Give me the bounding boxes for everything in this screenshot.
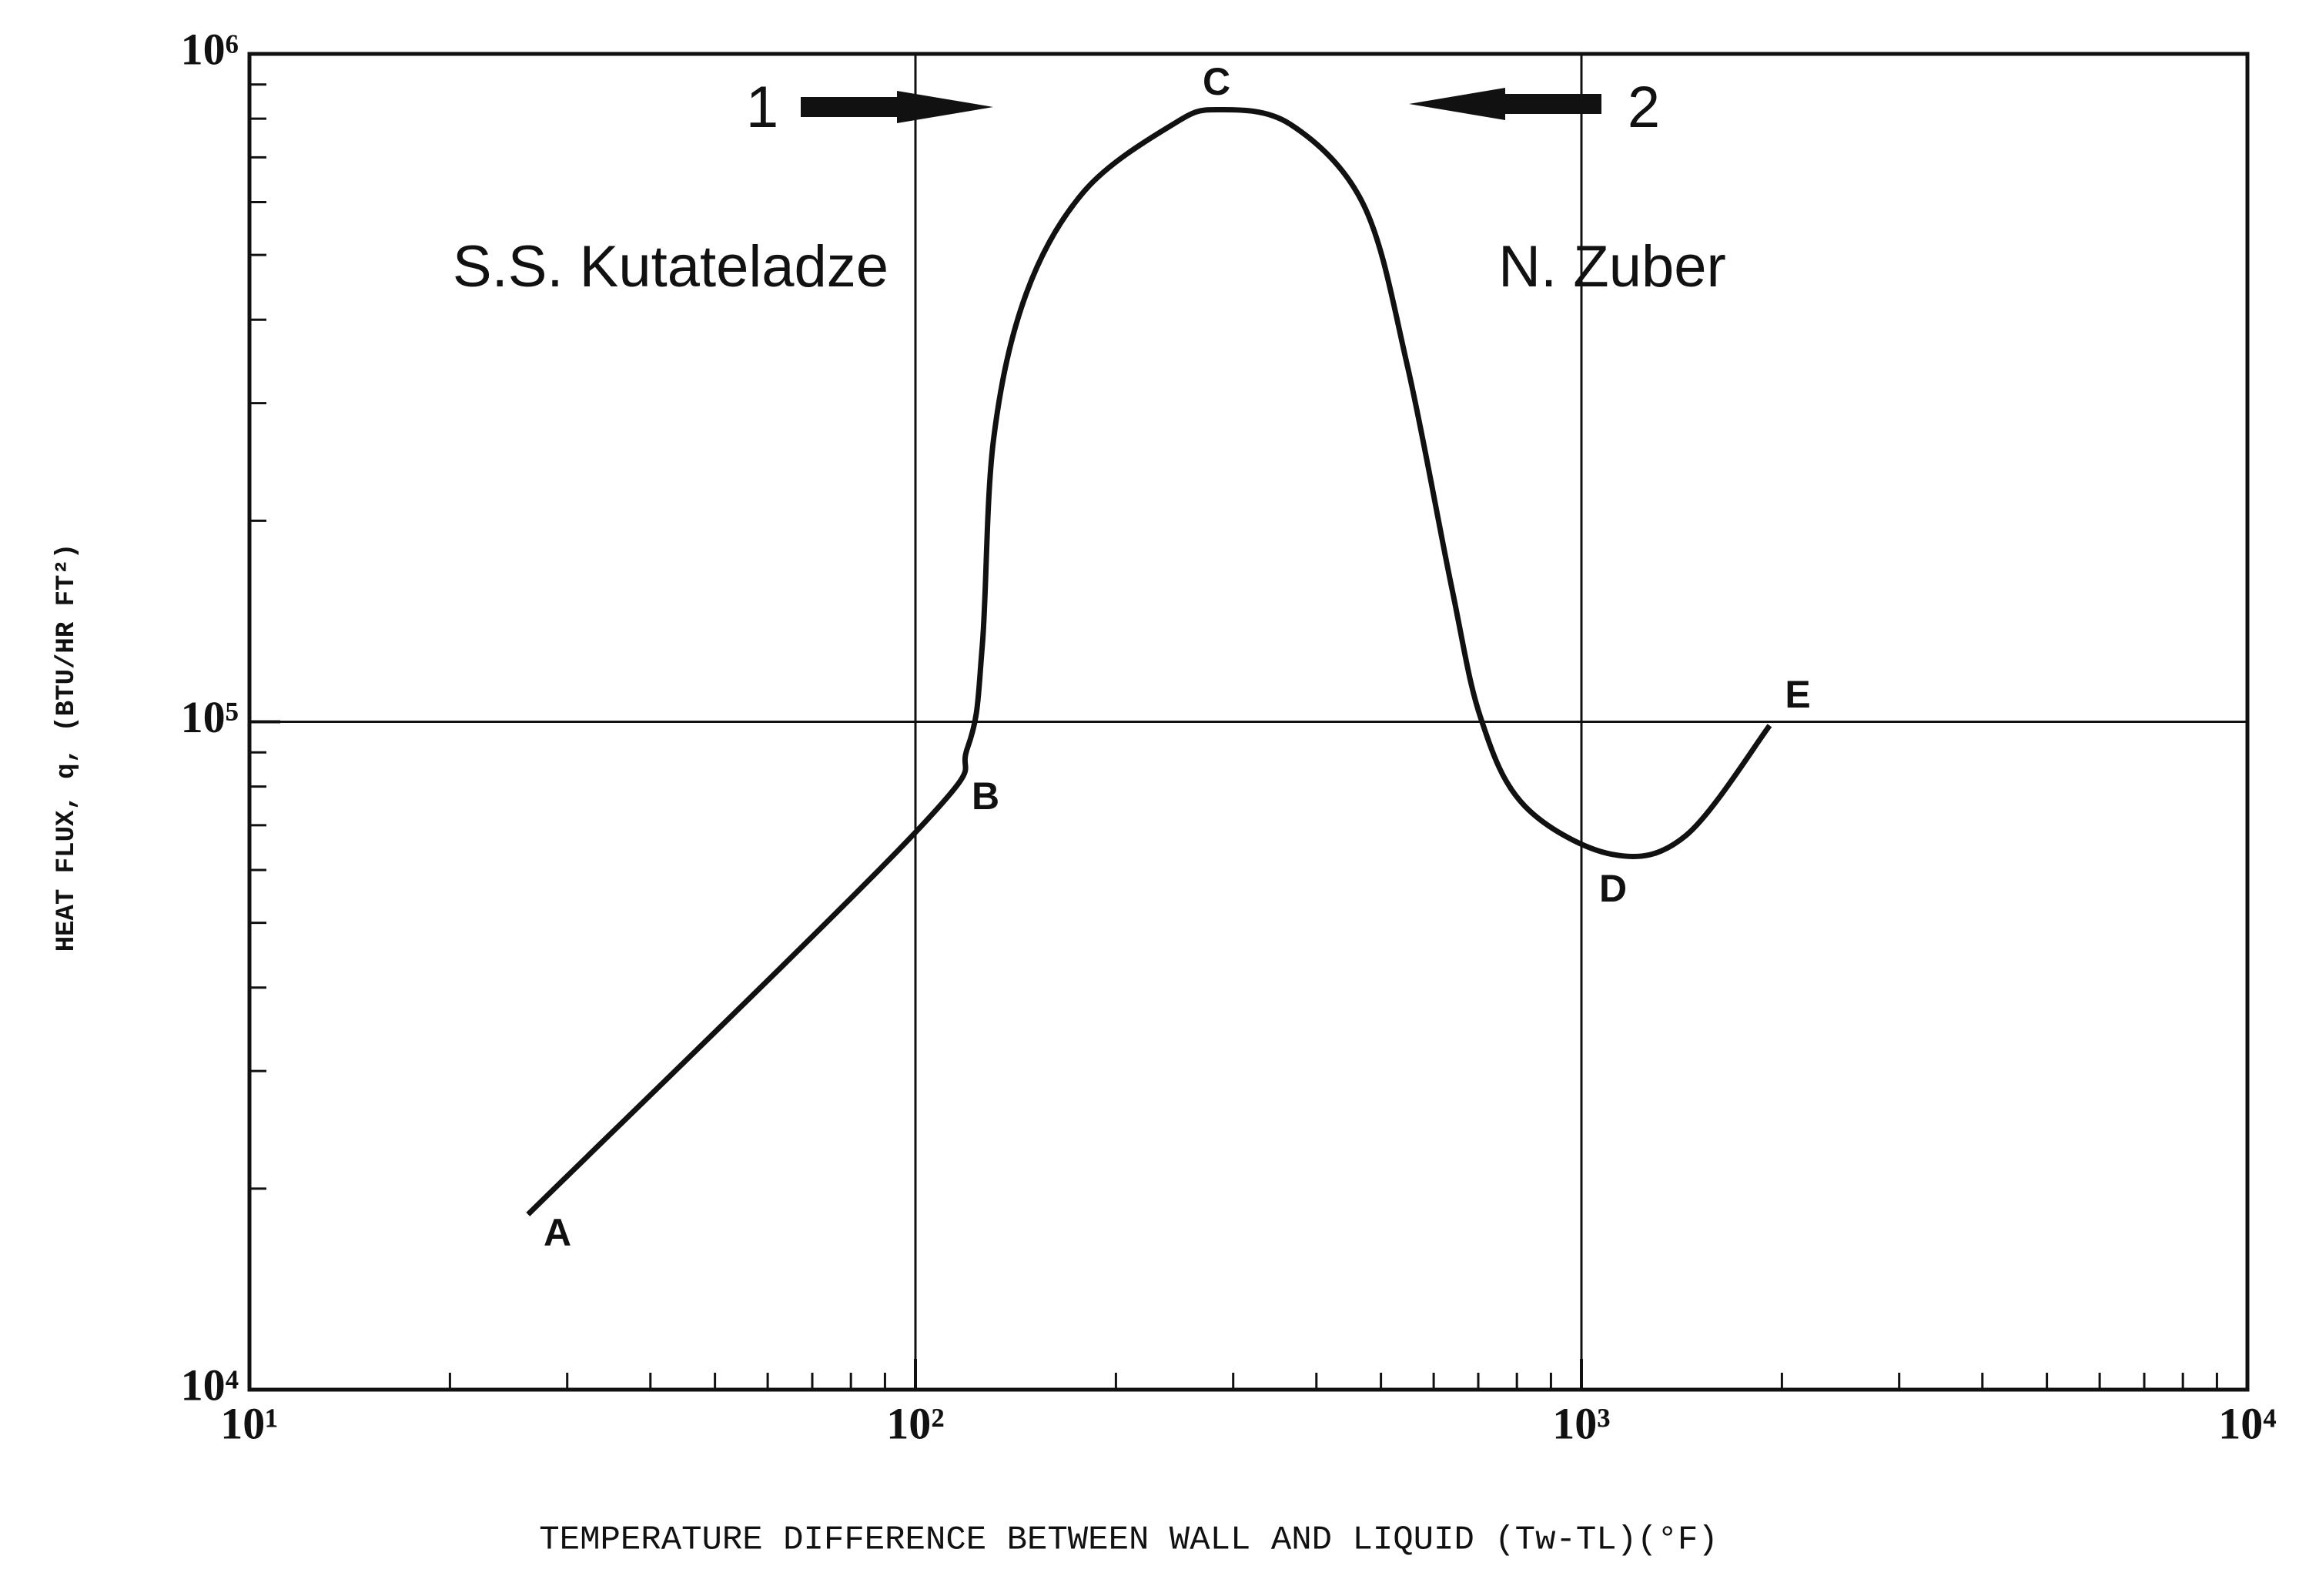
- arrow-label: 2: [1628, 75, 1660, 140]
- x-tick-label: 10⁴: [2218, 1398, 2276, 1448]
- y-tick-label: 10⁴: [181, 1360, 239, 1410]
- arrow-shaft: [1501, 94, 1601, 114]
- arrow-head: [897, 91, 993, 123]
- point-label: D: [1599, 867, 1627, 910]
- y-tick-label: 10⁵: [181, 692, 239, 742]
- arrow-label: 1: [746, 75, 778, 140]
- x-tick-label: 10¹: [220, 1398, 278, 1448]
- x-axis-label: TEMPERATURE DIFFERENCE BETWEEN WALL AND …: [539, 1521, 1718, 1560]
- x-tick-label: 10²: [886, 1398, 944, 1448]
- y-tick-label: 10⁶: [181, 24, 239, 74]
- point-label: B: [972, 775, 999, 818]
- arrow-1: [801, 91, 993, 123]
- point-label: A: [544, 1211, 571, 1254]
- y-axis-label: HEAT FLUX, q, (BTU/HR FT²): [52, 544, 82, 952]
- x-tick-label: 10³: [1552, 1398, 1610, 1448]
- arrow-head: [1409, 88, 1505, 120]
- point-label: E: [1785, 673, 1810, 716]
- boiling-curve: [526, 106, 1772, 1216]
- arrow-shaft: [801, 97, 901, 117]
- author-label: S.S. Kutateladze: [453, 234, 888, 299]
- arrow-2: [1409, 88, 1601, 120]
- point-label: C: [1203, 60, 1230, 103]
- author-label: N. Zuber: [1498, 234, 1726, 299]
